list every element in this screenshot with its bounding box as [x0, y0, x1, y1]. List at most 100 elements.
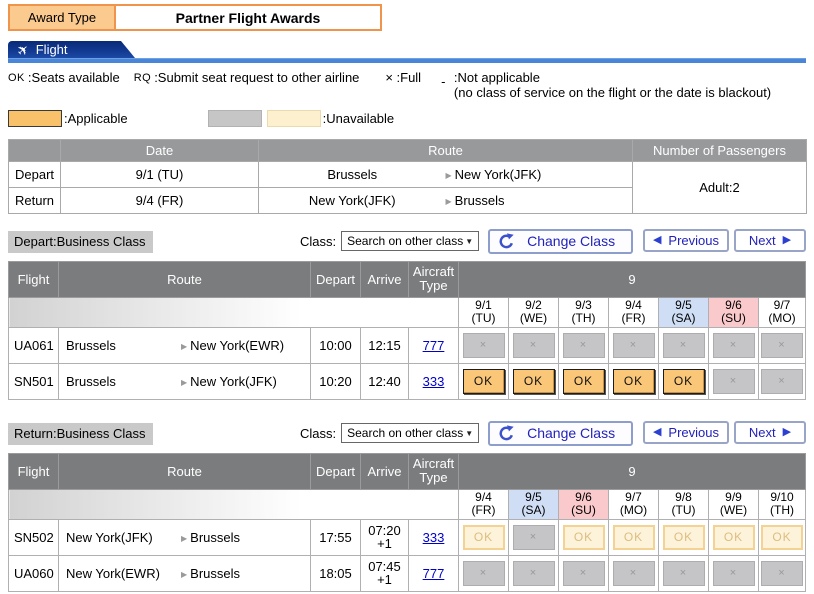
award-title: Partner Flight Awards [116, 6, 380, 29]
availability-button: × [712, 332, 755, 358]
summary-header-date: Date [60, 138, 259, 162]
summary-return-date: 9/4 (FR) [60, 186, 259, 214]
col-aircraft: Aircraft Type [408, 260, 459, 298]
route-arrow-icon: ▶ [181, 569, 188, 579]
next-label: Next [748, 424, 776, 440]
next-label: Next [748, 232, 776, 248]
availability-button[interactable]: OK [612, 368, 655, 394]
availability-button: × [761, 332, 803, 358]
class-select[interactable]: Search on other class ▼ [341, 231, 480, 252]
unavailable-pale-swatch [266, 109, 321, 127]
class-select-value: Search on other class [347, 234, 464, 249]
aircraft-link[interactable]: 777 [422, 565, 445, 581]
avail-cell: × [508, 326, 559, 364]
avail-cell: × [558, 554, 609, 592]
legend-seats-text: :Seats available [27, 70, 120, 85]
tab-flight[interactable]: ✈ Flight [8, 41, 135, 58]
right-arrow-icon: ▶ [782, 425, 792, 438]
avail-cell: OK [658, 518, 709, 556]
summary-header-route: Route [258, 138, 633, 162]
depart-time: 10:20 [310, 362, 361, 400]
availability-button: OK [761, 524, 803, 550]
route-to: ▶ New York(JFK) [445, 166, 542, 182]
summary-return-route: New York(JFK) ▶ Brussels [258, 186, 633, 214]
summary-return-label: Return [8, 186, 61, 214]
change-class-button[interactable]: Change Class [488, 228, 634, 254]
left-arrow-icon: ◀ [652, 233, 662, 246]
aircraft-link[interactable]: 333 [422, 529, 445, 545]
avail-cell: × [608, 554, 659, 592]
summary-depart-route: Brussels ▶ New York(JFK) [258, 160, 633, 188]
arrive-time: 12:40 [360, 362, 409, 400]
col-aircraft: Aircraft Type [408, 452, 459, 490]
applicable-label: :Applicable [64, 110, 128, 126]
flight-row-sn502: SN502 New York(JFK) ▶ Brussels 17:55 07:2… [8, 518, 806, 556]
aircraft-link[interactable]: 777 [422, 337, 445, 353]
route-arrow-icon: ▶ [445, 196, 452, 206]
avail-cell: × [508, 554, 559, 592]
legend-symbols: OK :Seats available RQ :Submit seat requ… [8, 70, 806, 101]
next-button[interactable]: Next ▶ [734, 420, 806, 444]
col-route: Route [58, 452, 311, 490]
availability-button[interactable]: OK [462, 368, 505, 394]
legend-na-text: :Not applicable [453, 70, 540, 85]
flight-row-ua061: UA061 Brussels ▶ New York(EWR) 10:00 12:1… [8, 326, 806, 364]
depart-toolbar: Depart:Business Class Class: Search on o… [8, 228, 806, 254]
availability-button: × [712, 560, 755, 586]
col-arrive: Arrive [360, 452, 409, 490]
arrive-time: 07:45 +1 [360, 554, 409, 592]
date-cell: 9/9 (WE) [708, 488, 759, 520]
return-toolbar: Return:Business Class Class: Search on o… [8, 420, 806, 446]
rq-symbol: RQ [133, 72, 152, 84]
depart-time: 18:05 [310, 554, 361, 592]
availability-button[interactable]: OK [662, 368, 705, 394]
avail-cell: × [708, 326, 759, 364]
class-select[interactable]: Search on other class ▼ [341, 423, 480, 444]
unavailable-label: :Unavailable [322, 110, 395, 126]
avail-cell: OK [458, 518, 509, 556]
availability-button: × [512, 332, 555, 358]
availability-button: × [562, 332, 605, 358]
route-arrow-icon: ▶ [181, 341, 188, 351]
availability-button[interactable]: OK [562, 368, 605, 394]
tab-flight-label: Flight [35, 42, 68, 57]
route-to: ▶ New York(JFK) [181, 373, 277, 389]
col-depart: Depart [310, 452, 361, 490]
legend-na-text-block: :Not applicable (no class of service on … [453, 70, 772, 101]
availability-button: × [761, 368, 803, 394]
refresh-icon [499, 233, 514, 249]
class-select-value: Search on other class [347, 426, 464, 441]
col-flight: Flight [8, 452, 59, 490]
date-cell: 9/4 (FR) [458, 488, 509, 520]
date-cell: 9/7 (MO) [758, 296, 806, 328]
summary-row-return: Return 9/4 (FR) New York(JFK) ▶ Brussels [8, 186, 807, 214]
previous-button[interactable]: ◀ Previous [642, 420, 729, 444]
legend-rq-text: :Submit seat request to other airline [154, 70, 360, 85]
dash-symbol: - [441, 74, 446, 89]
change-class-button[interactable]: Change Class [488, 420, 634, 446]
availability-button: × [512, 524, 555, 550]
legend-seats: OK :Seats available [8, 70, 120, 86]
date-cell: 9/6 (SU) [708, 296, 759, 328]
date-cell: 9/5 (SA) [658, 296, 709, 328]
availability-button[interactable]: OK [512, 368, 555, 394]
route-from: New York(JFK) [308, 192, 396, 208]
date-cell: 9/2 (WE) [508, 296, 559, 328]
flight-row-sn501: SN501 Brussels ▶ New York(JFK) 10:20 12:4… [8, 362, 806, 400]
airplane-icon: ✈ [13, 39, 33, 60]
col-month: 9 [458, 452, 806, 490]
avail-cell: × [458, 554, 509, 592]
availability-button: OK [662, 524, 705, 550]
date-header-spacer [8, 488, 459, 520]
legend-na-text2: (no class of service on the flight or th… [453, 84, 772, 100]
next-button[interactable]: Next ▶ [734, 228, 806, 252]
flight-number: UA061 [8, 326, 59, 364]
summary-row-depart: Depart 9/1 (TU) Brussels ▶ New York(JFK) … [8, 160, 807, 214]
chevron-down-icon: ▼ [465, 428, 474, 438]
route-to: ▶ Brussels [181, 529, 241, 545]
flight-number: SN502 [8, 518, 59, 556]
avail-cell: OK [558, 362, 609, 400]
previous-button[interactable]: ◀ Previous [642, 228, 729, 252]
aircraft-link[interactable]: 333 [422, 373, 445, 389]
flight-number: UA060 [8, 554, 59, 592]
